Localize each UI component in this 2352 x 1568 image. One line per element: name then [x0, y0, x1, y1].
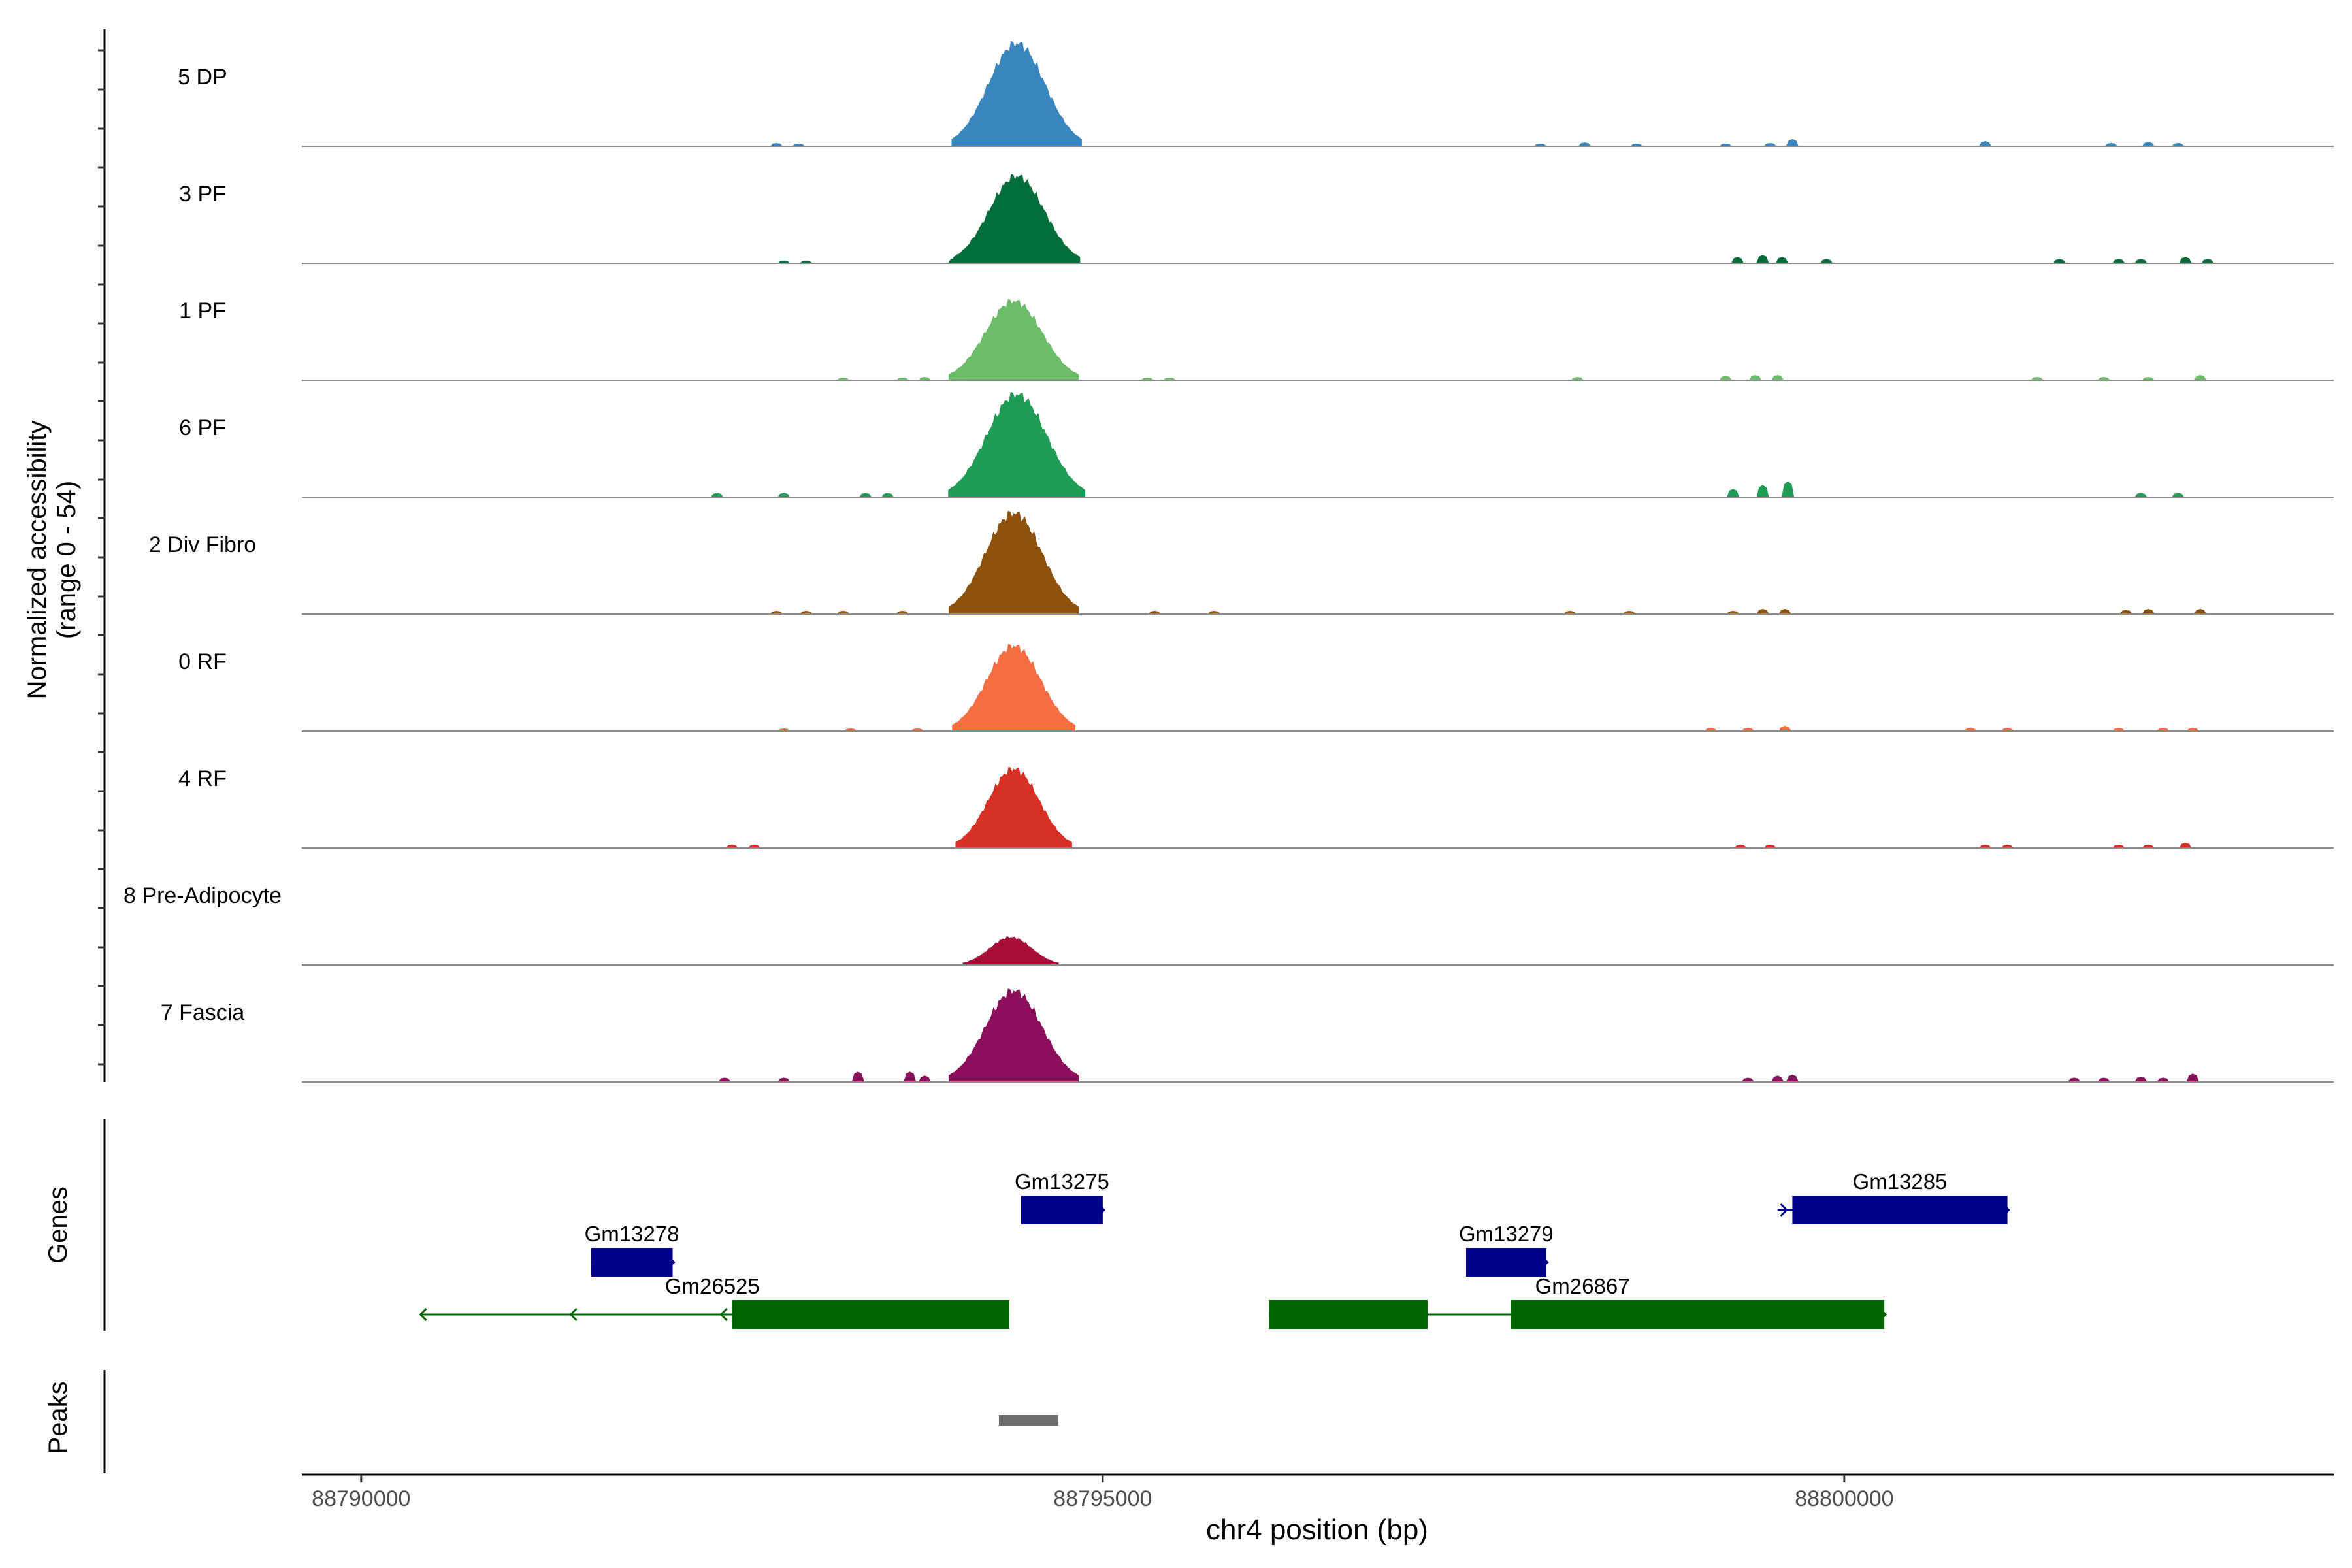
coverage-track: 6 PF: [179, 391, 2334, 498]
coverage-main-peak: [952, 644, 1076, 732]
strand-arrow: [419, 1307, 427, 1322]
coverage-main-peak: [948, 988, 1079, 1083]
coverage-minor-peak: [1771, 1075, 1784, 1083]
track-label: 0 RF: [178, 649, 227, 674]
coverage-main-peak: [948, 299, 1079, 381]
x-axis: 88790000 88795000 88800000: [302, 1473, 2334, 1511]
coverage-track: 4 RF: [178, 766, 2334, 849]
gene-exon: [1792, 1196, 2008, 1224]
gene-model: Gm13278: [585, 1222, 679, 1277]
peaks-panel: [103, 1370, 1058, 1473]
coverage-minor-peak: [1771, 374, 1784, 381]
coverage-minor-peak: [1786, 1074, 1799, 1083]
coverage-minor-peak: [1775, 257, 1789, 264]
genes-panel: Gm13275 Gm13285 Gm13278 Gm13279 Gm26525 Gm268…: [103, 1119, 2010, 1331]
strand-arrow: [1879, 1307, 1887, 1322]
track-label: 1 PF: [179, 299, 226, 323]
coverage-minor-peak: [903, 1071, 917, 1083]
strand-arrow: [569, 1307, 578, 1322]
gene-model: Gm26525: [419, 1274, 1009, 1329]
x-tick-label: 88790000: [312, 1486, 410, 1511]
y-axis-label-line2: (range 0 - 54): [52, 481, 81, 639]
coverage-panel: 5 DP 3 PF 1 PF 6 PF 2 Div Fibro 0 RF 4 RF 8 Pre…: [98, 29, 2334, 1083]
coverage-track: 1 PF: [179, 299, 2334, 381]
coverage-minor-peak: [1786, 139, 1799, 147]
gene-label: Gm13279: [1459, 1222, 1554, 1246]
strand-arrow: [667, 1255, 676, 1269]
coverage-main-peak: [948, 391, 1086, 498]
coverage-minor-peak: [2193, 608, 2207, 615]
gene-exon: [591, 1248, 673, 1277]
strand-arrow: [2002, 1203, 2010, 1217]
coverage-minor-peak: [1748, 374, 1762, 381]
gene-label: Gm26525: [665, 1274, 760, 1298]
coverage-minor-peak: [1778, 608, 1792, 615]
genes-panel-label: Genes: [44, 1186, 73, 1264]
coverage-minor-peak: [1726, 489, 1740, 498]
gene-exon: [1466, 1248, 1546, 1277]
track-label: 6 PF: [179, 416, 226, 440]
track-label: 7 Fascia: [161, 1000, 245, 1025]
coverage-minor-peak: [1756, 485, 1769, 498]
coverage-minor-peak: [1756, 255, 1769, 264]
coverage-main-peak: [948, 510, 1079, 615]
peaks-panel-label: Peaks: [44, 1381, 73, 1454]
strand-arrow: [1271, 1307, 1280, 1322]
coverage-minor-peak: [2179, 842, 2192, 849]
strand-arrow: [1541, 1255, 1549, 1269]
coverage-minor-peak: [1756, 608, 1769, 615]
x-axis-label: chr4 position (bp): [1206, 1514, 1428, 1546]
coverage-track: 8 Pre-Adipocyte: [123, 883, 2334, 966]
coverage-minor-peak: [2193, 374, 2207, 381]
gene-label: Gm13275: [1015, 1169, 1109, 1194]
gene-label: Gm26867: [1535, 1274, 1630, 1298]
strand-arrow: [1097, 1203, 1105, 1217]
peak-region: [998, 1415, 1058, 1426]
coverage-minor-peak: [2186, 1073, 2200, 1083]
coverage-track: 2 Div Fibro: [149, 510, 2334, 615]
gene-exon: [732, 1300, 1009, 1329]
coverage-track: 5 DP: [178, 41, 2334, 147]
coverage-minor-peak: [2179, 257, 2192, 264]
strand-arrow: [1780, 1203, 1788, 1217]
gene-model: Gm13285: [1777, 1169, 2010, 1224]
gene-exon: [1021, 1196, 1103, 1224]
track-label: 2 Div Fibro: [149, 532, 256, 557]
coverage-minor-peak: [2134, 1076, 2148, 1083]
coverage-track: 0 RF: [178, 644, 2334, 732]
coverage-main-peak: [962, 936, 1059, 966]
track-label: 4 RF: [178, 766, 227, 791]
gene-exon: [1511, 1300, 1885, 1329]
coverage-minor-peak: [1781, 481, 1795, 498]
coverage-main-peak: [953, 174, 1081, 264]
coverage-main-peak: [951, 41, 1082, 147]
gene-model: Gm13279: [1459, 1222, 1554, 1277]
gene-model: Gm26867: [1269, 1274, 1887, 1329]
gene-exon: [1269, 1300, 1428, 1329]
gene-label: Gm13278: [585, 1222, 679, 1246]
coverage-minor-peak: [851, 1071, 865, 1083]
coverage-track: 3 PF: [179, 174, 2334, 264]
track-label: 5 DP: [178, 65, 227, 90]
strand-arrow: [719, 1307, 728, 1322]
x-tick-label: 88800000: [1795, 1486, 1893, 1511]
coverage-track: 7 Fascia: [161, 988, 2334, 1083]
coverage-main-peak: [955, 766, 1072, 849]
track-label: 3 PF: [179, 182, 226, 206]
coverage-minor-peak: [1778, 725, 1792, 732]
coverage-minor-peak: [1731, 257, 1744, 264]
coverage-minor-peak: [2142, 608, 2155, 615]
coverage-minor-peak: [918, 1075, 932, 1083]
x-tick-label: 88795000: [1053, 1486, 1152, 1511]
track-label: 8 Pre-Adipocyte: [123, 883, 282, 908]
y-axis-label-line1: Normalized accessibility: [23, 421, 52, 700]
gene-model: Gm13275: [1015, 1169, 1109, 1224]
gene-label: Gm13285: [1853, 1169, 1948, 1194]
coverage-minor-peak: [1978, 140, 1992, 147]
